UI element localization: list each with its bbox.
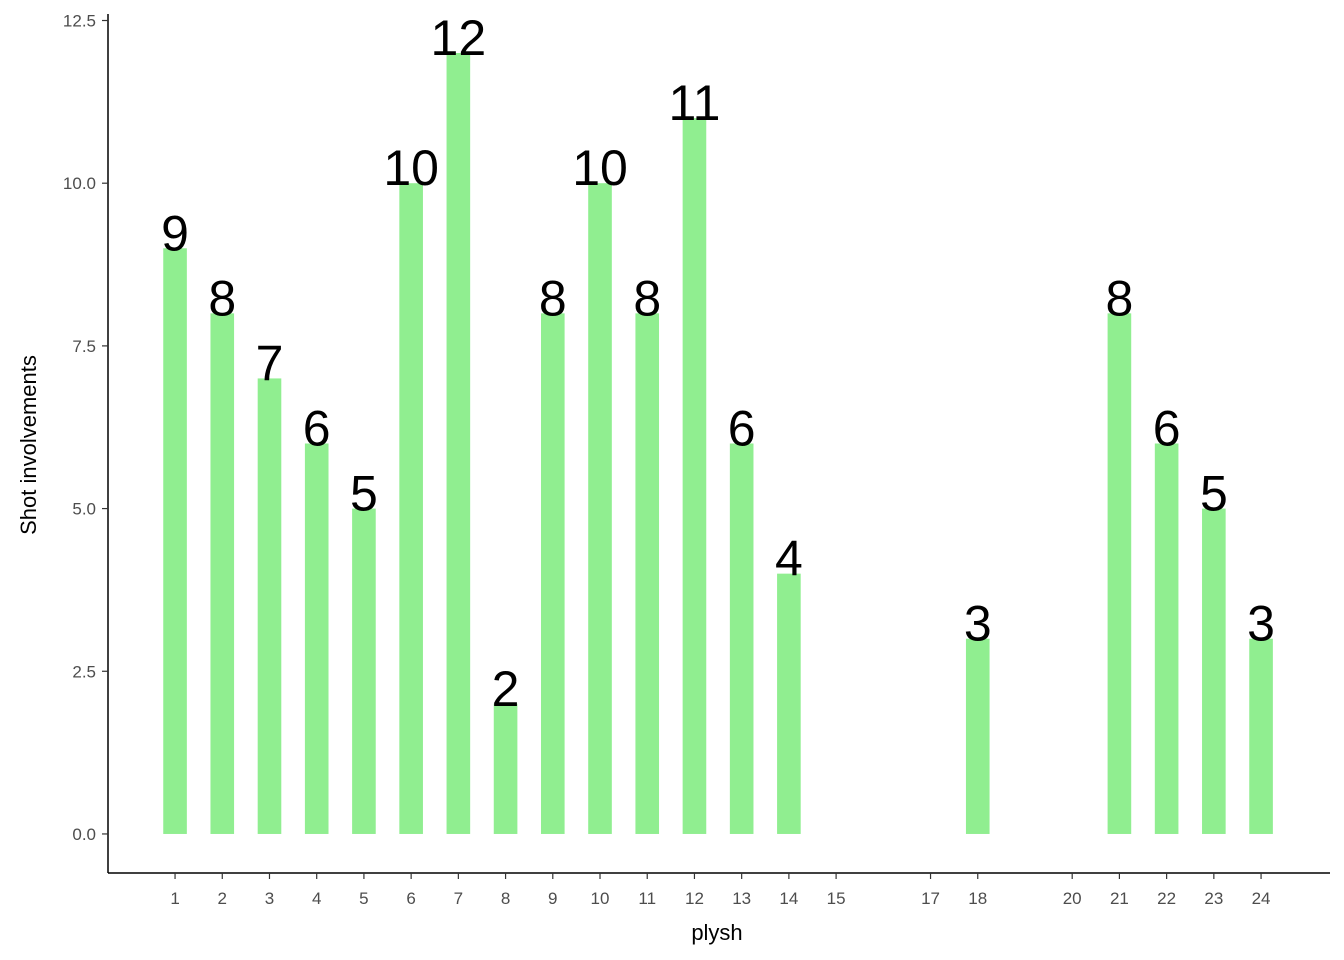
x-tick-label: 20 xyxy=(1063,889,1082,908)
bar xyxy=(257,378,282,834)
x-tick-label: 17 xyxy=(921,889,940,908)
value-label: 6 xyxy=(1153,401,1181,457)
value-label: 12 xyxy=(431,10,487,66)
bar xyxy=(682,118,707,834)
x-tick-label: 14 xyxy=(779,889,798,908)
y-tick-label: 10.0 xyxy=(63,174,96,193)
x-tick-label: 13 xyxy=(732,889,751,908)
bar xyxy=(588,183,612,834)
y-tick-label: 12.5 xyxy=(63,12,96,31)
bar xyxy=(540,313,565,834)
bar xyxy=(352,508,376,834)
bar xyxy=(1107,313,1132,834)
x-tick-label: 23 xyxy=(1204,889,1223,908)
x-tick-label: 15 xyxy=(827,889,846,908)
value-label: 11 xyxy=(668,75,720,131)
value-label: 8 xyxy=(539,270,567,326)
y-tick-label: 5.0 xyxy=(72,500,96,519)
value-label: 3 xyxy=(1247,596,1275,652)
bar xyxy=(777,573,801,834)
x-tick-label: 2 xyxy=(218,889,227,908)
x-tick-label: 8 xyxy=(501,889,510,908)
x-tick-label: 21 xyxy=(1110,889,1129,908)
x-tick-label: 5 xyxy=(359,889,368,908)
x-tick-label: 11 xyxy=(638,889,656,908)
bar xyxy=(965,638,990,834)
x-axis-title: plysh xyxy=(691,920,742,945)
x-tick-label: 7 xyxy=(454,889,463,908)
value-label: 9 xyxy=(161,205,189,261)
value-label: 8 xyxy=(633,270,661,326)
x-tick-label: 22 xyxy=(1157,889,1176,908)
bar xyxy=(1249,638,1273,834)
bar xyxy=(304,443,329,834)
x-tick-label: 6 xyxy=(406,889,415,908)
bar xyxy=(635,313,660,834)
x-tick-label: 4 xyxy=(312,889,321,908)
x-tick-label: 1 xyxy=(170,889,179,908)
value-label: 6 xyxy=(728,401,756,457)
bar xyxy=(163,248,187,834)
bar xyxy=(1154,443,1179,834)
value-label: 2 xyxy=(492,661,520,717)
x-tick-label: 3 xyxy=(265,889,274,908)
y-tick-label: 2.5 xyxy=(72,662,96,681)
y-tick-label: 0.0 xyxy=(72,825,96,844)
value-label: 8 xyxy=(208,270,236,326)
value-label: 3 xyxy=(964,596,992,652)
value-label: 5 xyxy=(350,466,378,522)
value-label: 10 xyxy=(572,140,628,196)
value-label: 5 xyxy=(1200,466,1228,522)
x-tick-label: 10 xyxy=(591,889,610,908)
bar xyxy=(446,53,471,834)
bar xyxy=(729,443,754,834)
value-label: 4 xyxy=(775,531,803,587)
value-label: 7 xyxy=(256,335,284,391)
bar xyxy=(1202,508,1226,834)
x-tick-label: 9 xyxy=(548,889,557,908)
y-axis-title: Shot involvements xyxy=(16,355,41,535)
bar xyxy=(399,183,423,834)
value-label: 8 xyxy=(1106,270,1134,326)
value-label: 6 xyxy=(303,401,331,457)
value-label: 10 xyxy=(383,140,439,196)
bar xyxy=(493,703,518,834)
x-tick-label: 24 xyxy=(1252,889,1271,908)
x-tick-label: 12 xyxy=(685,889,704,908)
x-tick-label: 18 xyxy=(968,889,987,908)
bar xyxy=(210,313,235,834)
y-tick-label: 7.5 xyxy=(72,337,96,356)
